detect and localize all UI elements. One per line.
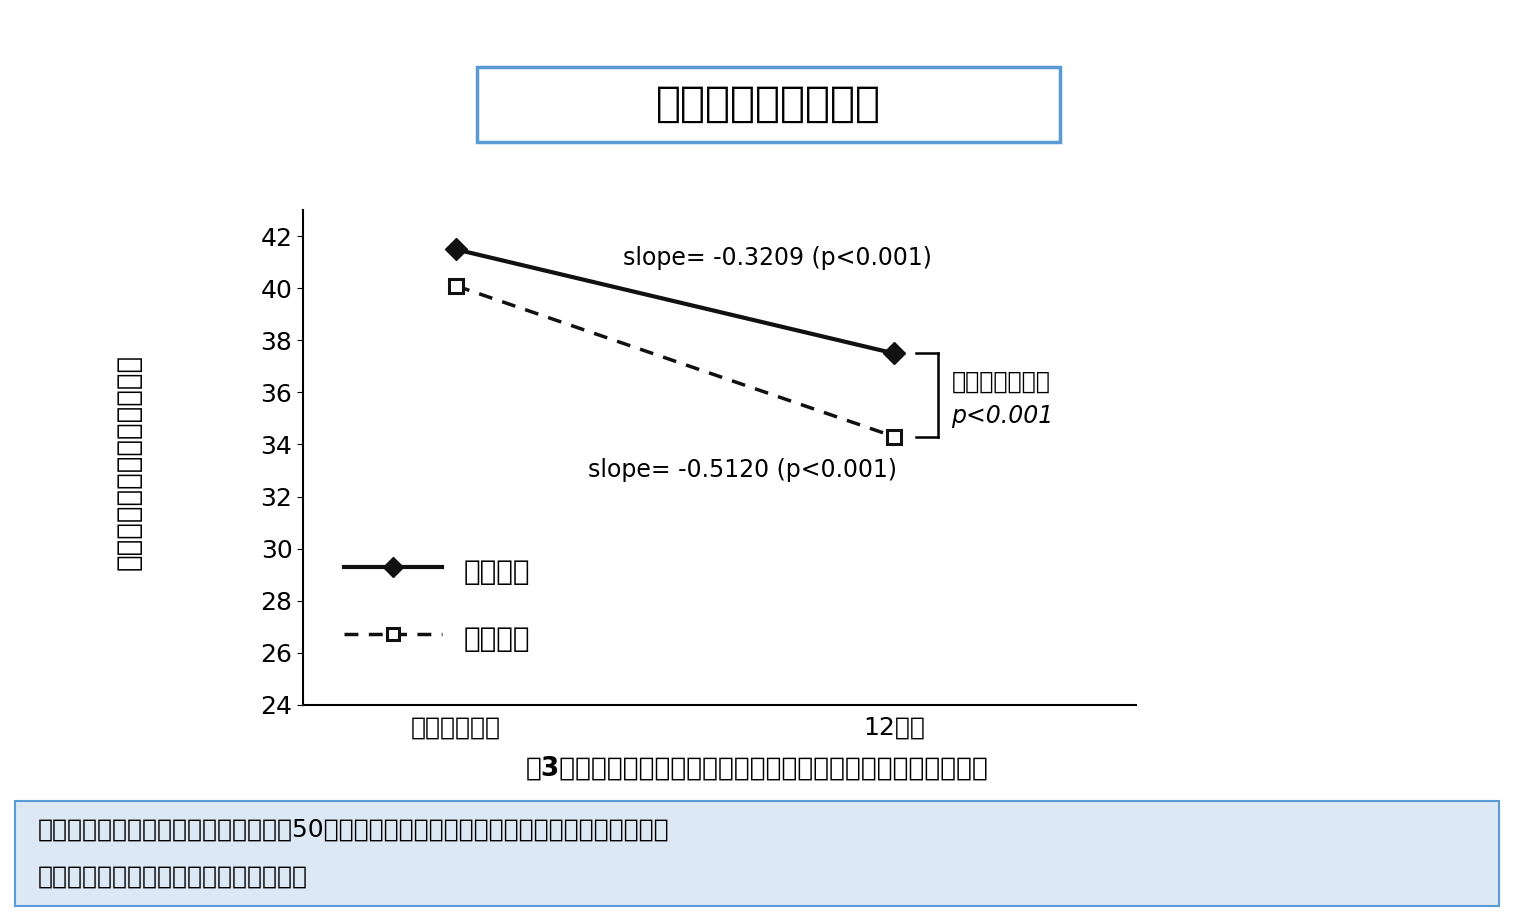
- Text: slope= -0.5120 (p<0.001): slope= -0.5120 (p<0.001): [587, 458, 896, 481]
- Text: p<0.001: p<0.001: [951, 404, 1054, 428]
- Text: slope= -0.3209 (p<0.001): slope= -0.3209 (p<0.001): [622, 246, 931, 270]
- Text: 「情報処理のスピード」は、一般的に50歳中頃以降に低下を示しますが、難聴がある場合は: 「情報処理のスピード」は、一般的に50歳中頃以降に低下を示しますが、難聴がある場…: [38, 818, 669, 842]
- Text: 図3：難聴の有無別の「情報処理のスピード」得点の縦断的変化: 図3：難聴の有無別の「情報処理のスピード」得点の縦断的変化: [525, 756, 989, 781]
- Text: 「情報処理のスピード」得点: 「情報処理のスピード」得点: [115, 354, 142, 570]
- Legend: 難聴なし, 難聴あり: 難聴なし, 難聴あり: [333, 543, 542, 666]
- Text: より急速に低下することが分かりました: より急速に低下することが分かりました: [38, 865, 307, 888]
- Text: 傾きの差の検定: 傾きの差の検定: [951, 370, 1051, 394]
- Text: 情報処理のスピード: 情報処理のスピード: [656, 83, 881, 125]
